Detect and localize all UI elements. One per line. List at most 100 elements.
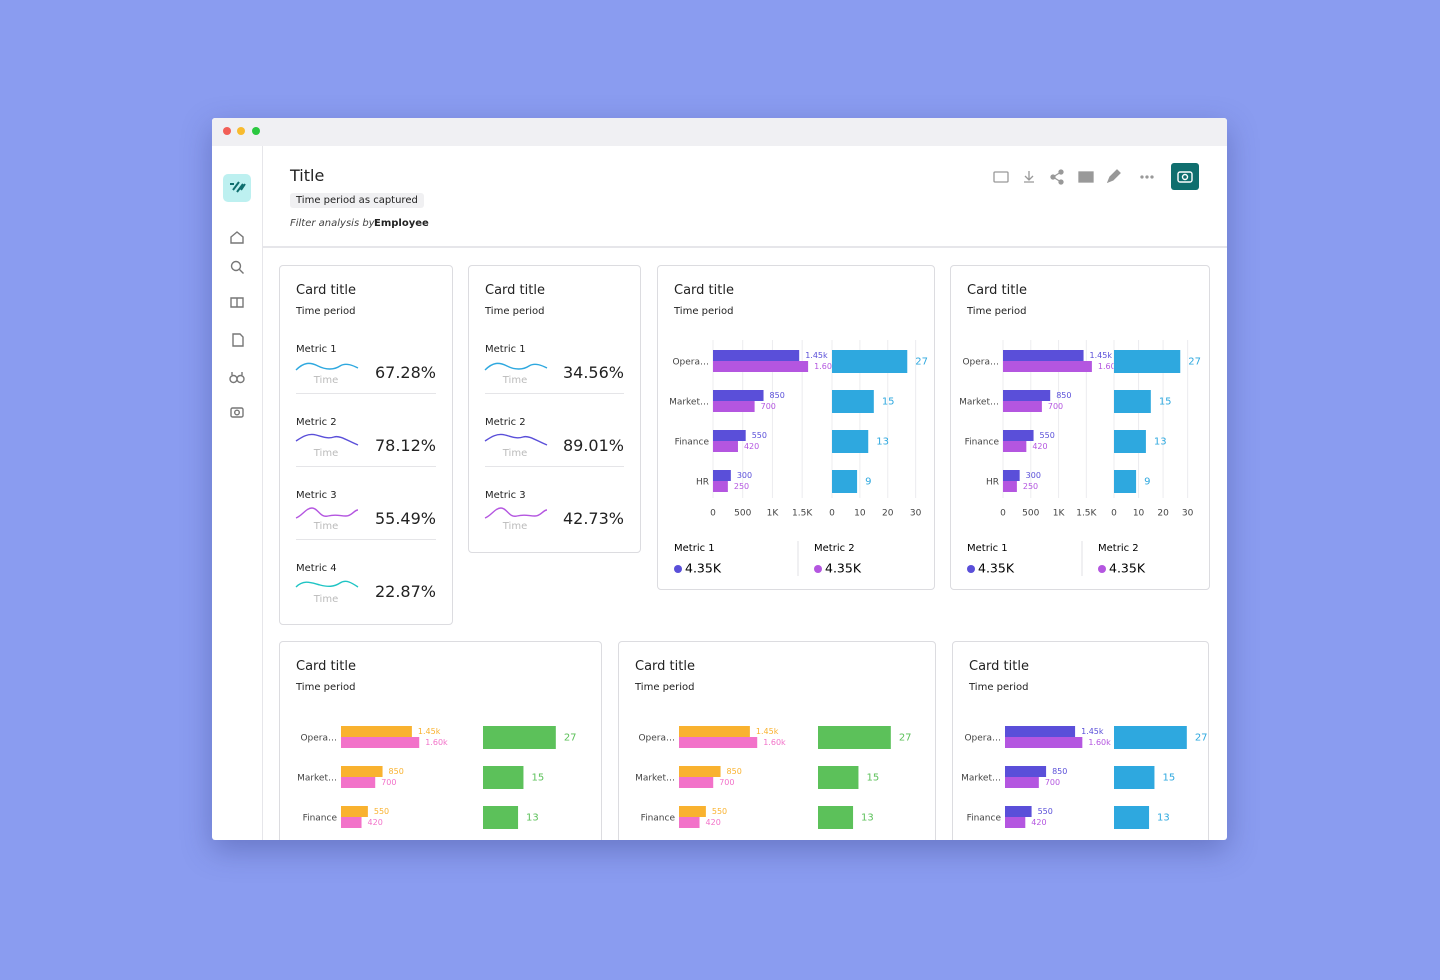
legend-dot <box>1098 565 1106 573</box>
binoculars-icon[interactable] <box>229 372 245 384</box>
sparkline-axis-label: Time <box>313 375 338 386</box>
metric-value: 67.28% <box>374 363 436 382</box>
time-period-badge: Time period as captured <box>290 193 424 208</box>
filter-value[interactable]: Employee <box>374 218 429 229</box>
document-icon[interactable] <box>232 333 244 347</box>
card-subtitle: Time period <box>296 306 356 317</box>
card-title: Card title <box>296 659 356 674</box>
sparkline-line <box>484 433 548 446</box>
bar-card: Card title Time period Opera… Market… Financ… <box>279 641 602 840</box>
email-icon[interactable] <box>1078 171 1094 183</box>
bar-value-label: 700 <box>1045 778 1060 787</box>
x-tick-label: 20 <box>1157 509 1169 519</box>
bar-value-label: 15 <box>1159 397 1172 408</box>
x-tick-label: 0 <box>829 509 835 519</box>
bar <box>713 350 800 361</box>
bar <box>1114 350 1181 373</box>
x-tick-label: 30 <box>910 509 922 519</box>
bar-value-label: 1.60k <box>763 738 786 747</box>
home-icon[interactable] <box>230 231 244 244</box>
category-label: Finance <box>641 814 676 824</box>
card-subtitle: Time period <box>969 682 1029 693</box>
bar-value-label: 27 <box>1195 733 1208 744</box>
category-label: Market… <box>635 774 675 784</box>
legend-total: 4.35K <box>825 561 862 576</box>
card-title: Card title <box>674 283 734 298</box>
bar <box>1005 777 1039 788</box>
bar <box>818 726 891 749</box>
close-button[interactable] <box>223 127 231 135</box>
bar <box>679 766 721 777</box>
category-label: Finance <box>967 814 1002 824</box>
bar <box>679 777 714 788</box>
metric-value: 89.01% <box>562 436 624 455</box>
x-tick-label: 0 <box>710 509 716 519</box>
metric-value: 78.12% <box>374 436 436 455</box>
bar <box>818 766 859 789</box>
metric-divider <box>485 466 624 467</box>
bar <box>341 817 362 828</box>
bar <box>1114 470 1137 493</box>
app-window: Title Time period as captured Filter ana… <box>212 118 1227 840</box>
bar-value-label: 420 <box>1032 442 1047 451</box>
legend-dot <box>674 565 682 573</box>
bar <box>679 737 758 748</box>
search-icon[interactable] <box>230 260 244 274</box>
bar-value-label: 700 <box>761 402 776 411</box>
sparkline-axis-label: Time <box>502 448 527 459</box>
bar <box>1003 361 1092 372</box>
more-icon[interactable] <box>1140 175 1154 179</box>
bar-value-label: 550 <box>712 807 727 816</box>
bar-value-label: 1.45k <box>805 351 828 360</box>
sparkline: Time <box>295 580 359 605</box>
bar-charts: 0 500 1K 1.5K Opera… Market… Finance HR 1.45k 850… <box>959 340 1201 576</box>
card-title: Card title <box>635 659 695 674</box>
metric-name: Metric 4 <box>296 563 337 574</box>
snapshot-button[interactable] <box>1171 163 1199 190</box>
minimize-button[interactable] <box>237 127 245 135</box>
bar-value-label: 15 <box>866 773 879 784</box>
bar <box>1114 766 1155 789</box>
sparkline: Time <box>295 362 359 386</box>
bar-value-label: 1.45k <box>1081 727 1104 736</box>
bar <box>679 817 700 828</box>
category-label: Opera… <box>962 358 999 368</box>
page-title: Title <box>290 166 325 185</box>
sparkline: Time <box>295 433 359 459</box>
metric-value: 42.73% <box>562 509 624 528</box>
sidebar-border <box>262 146 263 840</box>
x-tick-label: 500 <box>1022 509 1039 519</box>
bar-value-label: 420 <box>706 818 721 827</box>
bar <box>1114 430 1146 453</box>
bar-value-label: 15 <box>1162 773 1175 784</box>
bar-value-label: 13 <box>861 813 874 824</box>
edit-icon[interactable] <box>1106 169 1121 184</box>
x-tick-label: 500 <box>734 509 751 519</box>
book-icon[interactable] <box>230 297 244 308</box>
bar <box>1003 401 1042 412</box>
present-icon[interactable] <box>993 171 1009 183</box>
maximize-button[interactable] <box>252 127 260 135</box>
category-label: Finance <box>965 438 1000 448</box>
sparkline-line <box>295 433 359 446</box>
bar-value-label: 1.60k <box>425 738 448 747</box>
bar <box>1114 390 1151 413</box>
sparkline-axis-label: Time <box>313 594 338 605</box>
bar <box>341 737 420 748</box>
bar <box>713 441 738 452</box>
bar <box>832 350 908 373</box>
logo[interactable] <box>223 174 251 202</box>
bar-value-label: 27 <box>1188 357 1201 368</box>
bar-value-label: 250 <box>1023 482 1038 491</box>
camera-icon[interactable] <box>230 407 244 418</box>
metric-name: Metric 3 <box>296 490 337 501</box>
download-icon[interactable] <box>1024 171 1034 183</box>
metric-divider <box>296 466 436 467</box>
bar <box>713 390 764 401</box>
share-icon[interactable] <box>1050 169 1064 185</box>
x-tick-label: 1.5K <box>792 509 813 519</box>
metric-divider <box>296 539 436 540</box>
bar-charts: Opera… Market… Finance 1.45k 850 550 1.60k 700 4… <box>635 726 912 829</box>
bar-value-label: 1.60k <box>814 362 837 371</box>
bar <box>818 806 854 829</box>
